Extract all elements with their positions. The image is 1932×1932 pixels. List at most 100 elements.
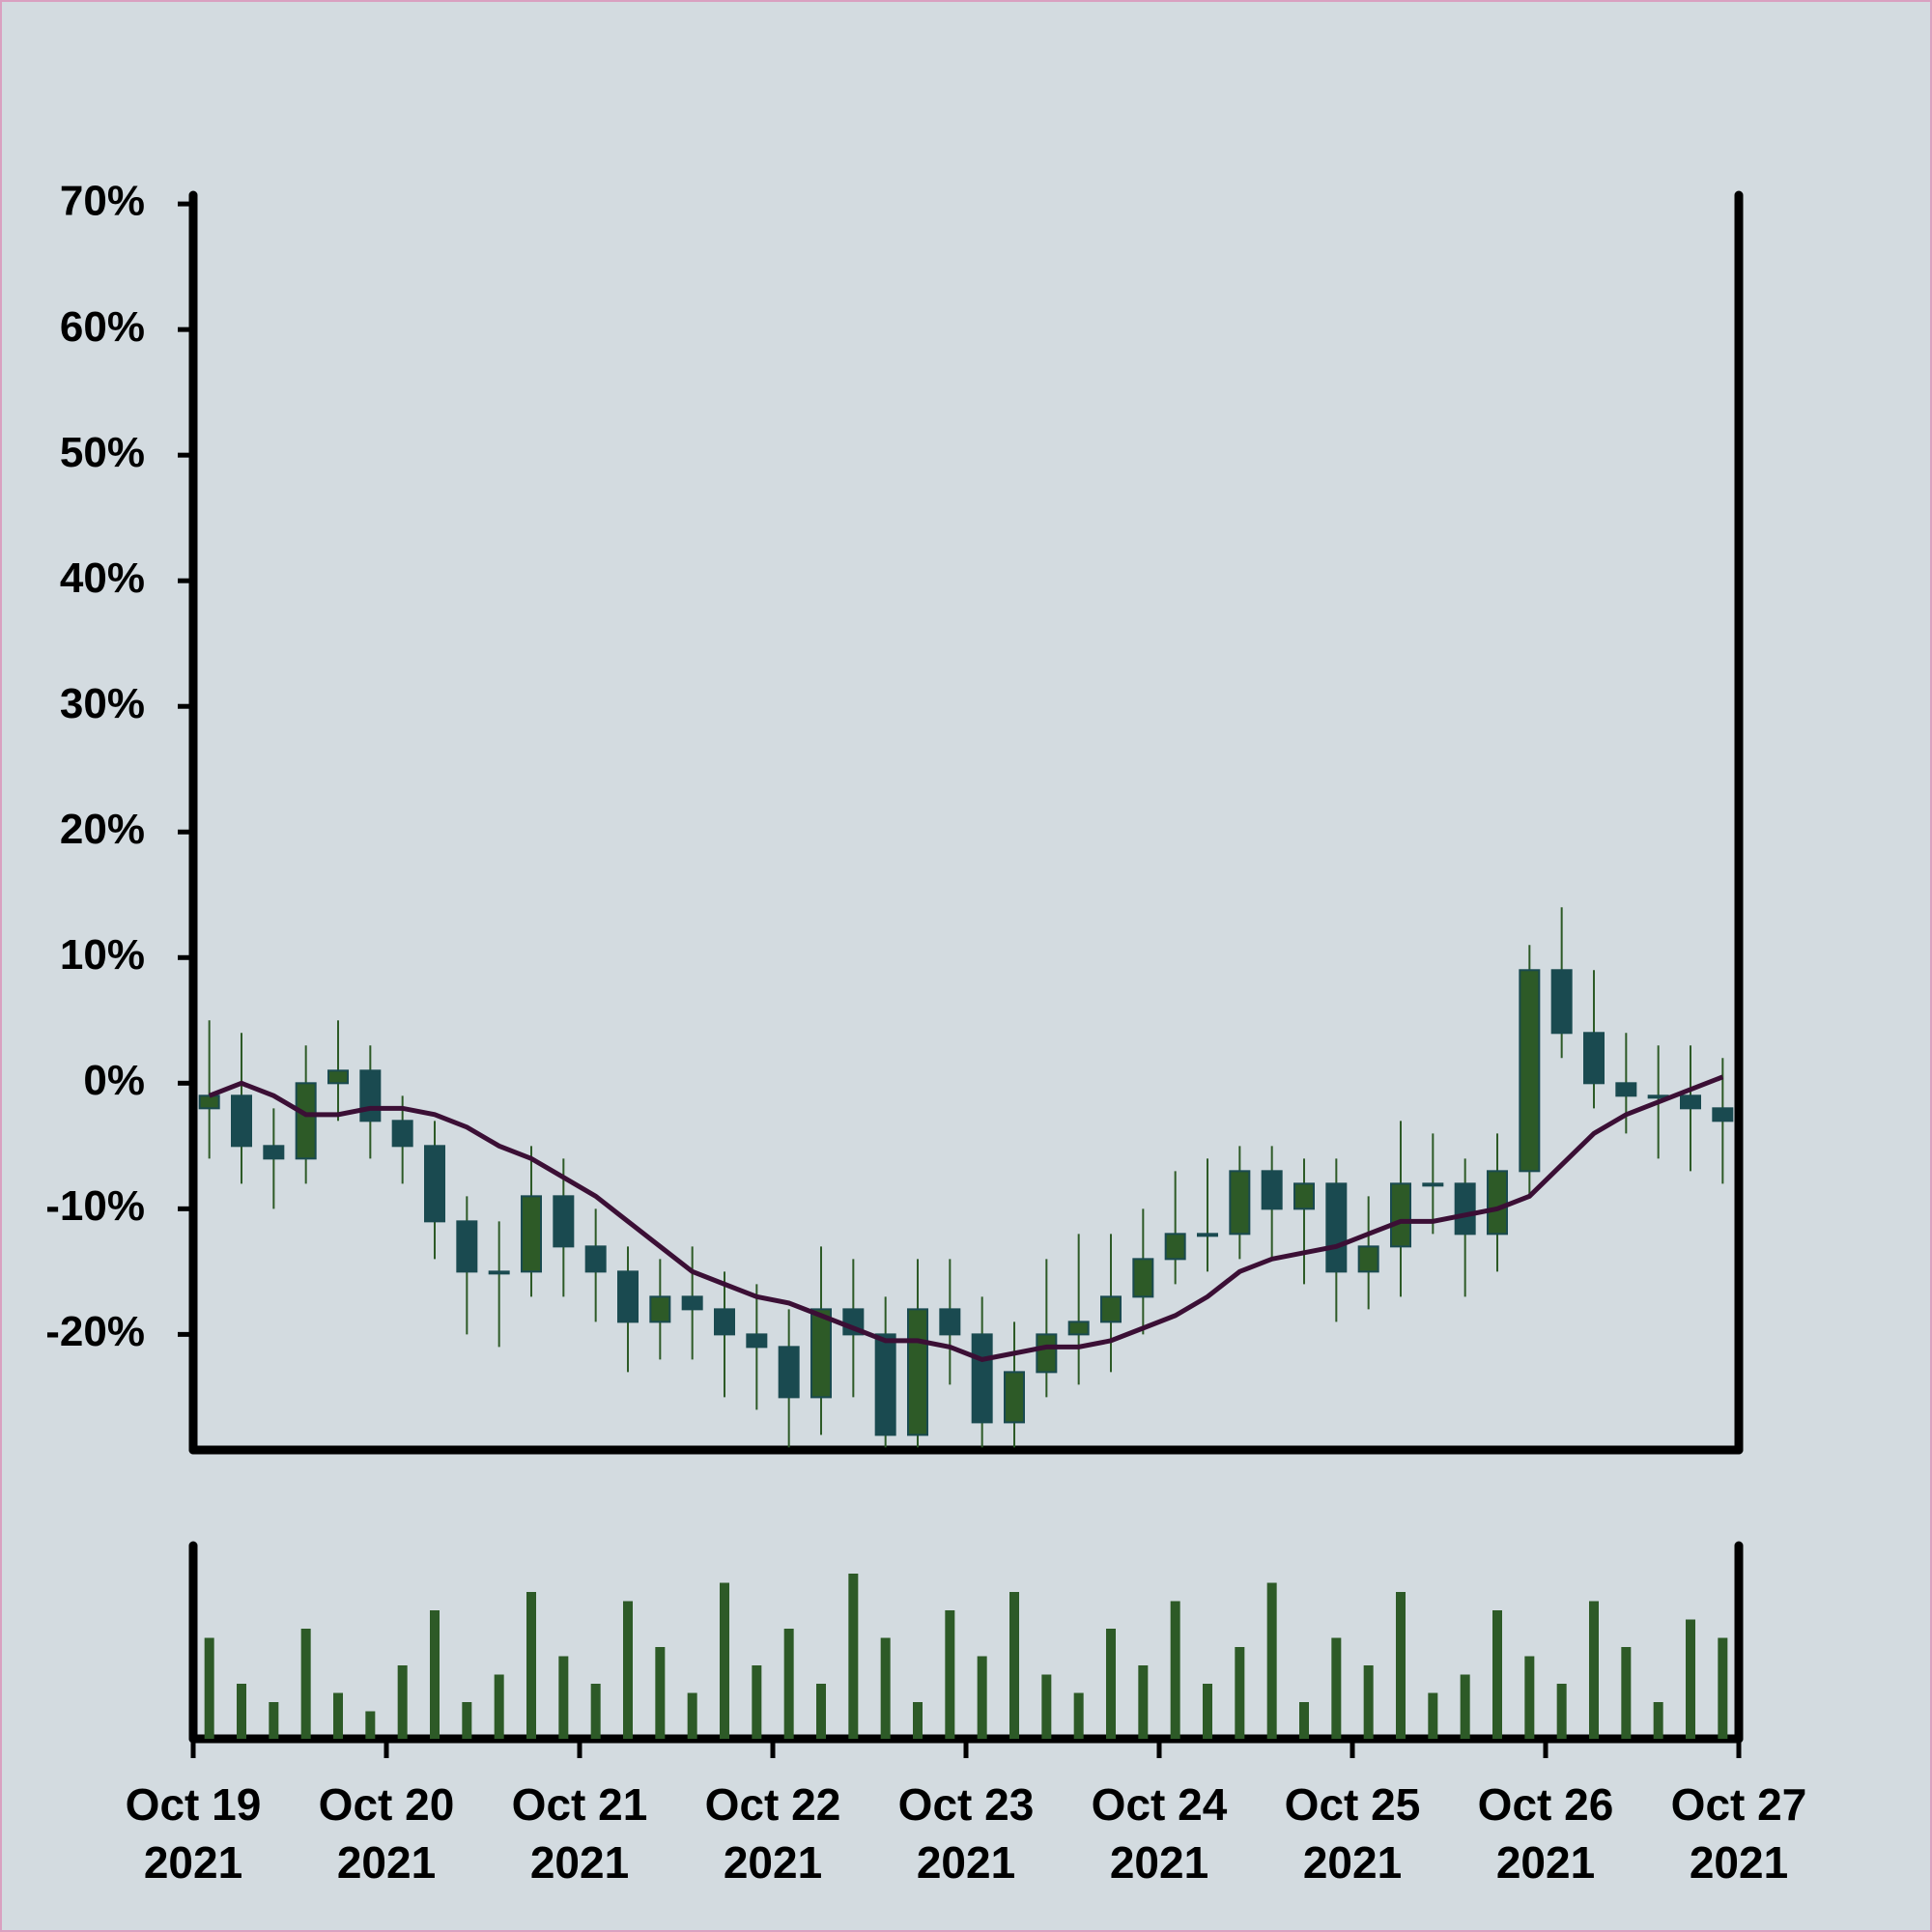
candle-body bbox=[488, 1270, 510, 1275]
candle-body bbox=[263, 1145, 285, 1160]
volume-bar bbox=[365, 1711, 376, 1739]
candle-body bbox=[649, 1295, 671, 1323]
candle-body bbox=[1357, 1245, 1379, 1273]
volume-bar bbox=[1556, 1684, 1567, 1739]
candle-body bbox=[681, 1295, 703, 1311]
candle-body bbox=[1680, 1094, 1701, 1110]
candle-body bbox=[746, 1333, 768, 1349]
candle-body bbox=[1712, 1107, 1734, 1122]
volume-bar bbox=[1041, 1674, 1052, 1739]
candle-body bbox=[1164, 1233, 1186, 1261]
volume-bar bbox=[783, 1629, 794, 1739]
candle-body bbox=[391, 1120, 413, 1148]
volume-bar bbox=[1428, 1692, 1438, 1739]
volume-bar bbox=[1073, 1692, 1084, 1739]
volume-bar bbox=[397, 1665, 408, 1739]
volume-bar bbox=[462, 1702, 472, 1739]
volume-bar bbox=[977, 1656, 987, 1739]
volume-bar bbox=[269, 1702, 279, 1739]
candle-body bbox=[1583, 1032, 1605, 1085]
volume-bar bbox=[494, 1674, 504, 1739]
candle-body bbox=[424, 1145, 445, 1223]
volume-bar bbox=[880, 1637, 891, 1739]
moving-average bbox=[208, 1074, 1724, 1362]
volume-bar bbox=[1460, 1674, 1470, 1739]
volume-bar bbox=[752, 1665, 762, 1739]
volume-bar bbox=[1299, 1702, 1309, 1739]
x-tick-label: Oct 24 2021 bbox=[1091, 1779, 1228, 1888]
x-tick-label: Oct 20 2021 bbox=[318, 1779, 455, 1888]
candle-body bbox=[521, 1195, 542, 1273]
candle-body bbox=[553, 1195, 575, 1248]
candle-body bbox=[1100, 1295, 1122, 1323]
volume-bar bbox=[1686, 1619, 1695, 1739]
volume-bar bbox=[1363, 1665, 1374, 1739]
candle-body bbox=[359, 1069, 382, 1122]
volume-bar bbox=[720, 1582, 729, 1739]
candle-body bbox=[1519, 969, 1541, 1173]
volume-bar bbox=[1203, 1684, 1212, 1739]
candle-body bbox=[778, 1346, 800, 1399]
candle-body bbox=[198, 1094, 220, 1110]
y-tick-label: -10% bbox=[45, 1182, 145, 1230]
volume-bar bbox=[1170, 1601, 1180, 1739]
candle-body bbox=[1197, 1233, 1218, 1237]
volume-bar bbox=[687, 1692, 697, 1739]
volume-bar bbox=[1621, 1647, 1632, 1739]
candle-body bbox=[907, 1308, 928, 1436]
candle-body bbox=[617, 1270, 639, 1323]
volume-bar bbox=[1653, 1702, 1663, 1739]
volume-bar bbox=[623, 1601, 633, 1739]
x-tick-label: Oct 25 2021 bbox=[1284, 1779, 1421, 1888]
y-tick-label: 0% bbox=[83, 1057, 145, 1104]
candle-body bbox=[1067, 1321, 1090, 1336]
y-tick-label: 10% bbox=[60, 931, 145, 979]
candle-body bbox=[327, 1069, 349, 1085]
volume-bar bbox=[526, 1592, 536, 1739]
candle-body bbox=[1229, 1170, 1251, 1236]
candle-body bbox=[584, 1245, 607, 1273]
candle-body bbox=[1004, 1371, 1025, 1424]
volume-bar bbox=[1396, 1592, 1406, 1739]
candle-body bbox=[939, 1308, 961, 1336]
x-tick-label: Oct 22 2021 bbox=[704, 1779, 841, 1888]
x-tick-label: Oct 19 2021 bbox=[125, 1779, 262, 1888]
volume-bar bbox=[430, 1610, 440, 1739]
volume-bar bbox=[816, 1684, 826, 1739]
candle-body bbox=[1036, 1333, 1058, 1374]
y-tick-label: 40% bbox=[60, 554, 145, 602]
candle-body bbox=[971, 1333, 993, 1424]
y-tick-label: 20% bbox=[60, 806, 145, 853]
volume-bar bbox=[1589, 1601, 1599, 1739]
candle-body bbox=[456, 1220, 478, 1273]
candle-body bbox=[1454, 1182, 1476, 1236]
volume-bar bbox=[1266, 1582, 1277, 1739]
volume-bar bbox=[1492, 1610, 1502, 1739]
volume-bar bbox=[300, 1629, 311, 1739]
y-tick-label: 60% bbox=[60, 303, 145, 351]
y-tick-label: 50% bbox=[60, 429, 145, 476]
volume-bar bbox=[1009, 1592, 1019, 1739]
volume-bar bbox=[1718, 1637, 1728, 1739]
candle-body bbox=[1261, 1170, 1283, 1210]
x-tick-label: Oct 21 2021 bbox=[511, 1779, 648, 1888]
y-tick-label: 70% bbox=[60, 178, 145, 225]
candle-body bbox=[874, 1333, 896, 1436]
x-tick-label: Oct 27 2021 bbox=[1670, 1779, 1807, 1888]
volume-bar bbox=[1138, 1665, 1149, 1739]
x-tick-label: Oct 26 2021 bbox=[1477, 1779, 1614, 1888]
volume-bar bbox=[913, 1702, 923, 1739]
volume-bar bbox=[237, 1684, 246, 1739]
volume-bar bbox=[590, 1684, 601, 1739]
y-tick-label: 30% bbox=[60, 680, 145, 727]
candle-body bbox=[295, 1082, 317, 1160]
candle-body bbox=[231, 1094, 252, 1148]
volume-bar bbox=[848, 1574, 859, 1739]
candle-body bbox=[714, 1308, 735, 1336]
candle-body bbox=[1487, 1170, 1508, 1236]
volume-bar bbox=[1331, 1637, 1342, 1739]
volume-bar bbox=[558, 1656, 569, 1739]
volume-bar bbox=[204, 1637, 214, 1739]
